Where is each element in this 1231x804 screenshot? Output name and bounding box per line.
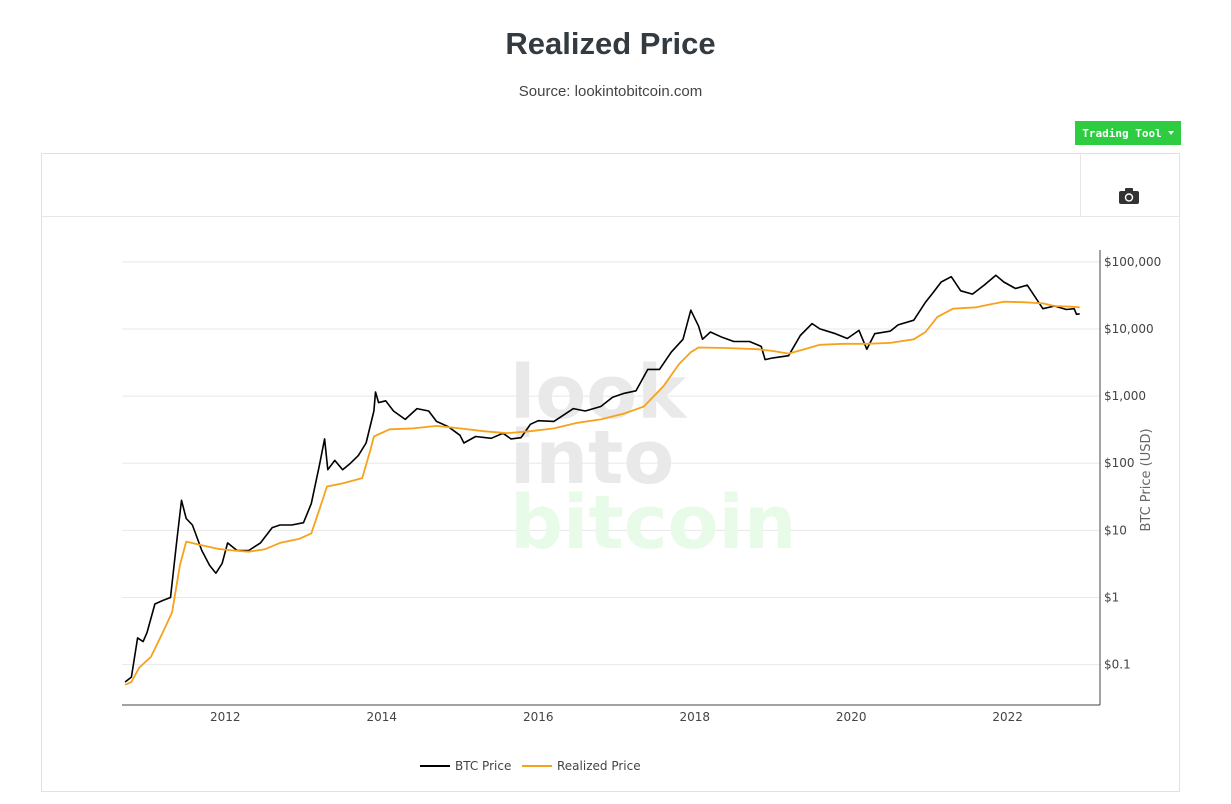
x-tick-label: 2014 [366, 710, 397, 724]
watermark-look: look [510, 350, 688, 436]
y-tick-label: $10 [1104, 523, 1127, 537]
legend-item[interactable]: Realized Price [522, 759, 641, 773]
x-tick-label: 2016 [523, 710, 554, 724]
camera-button[interactable] [1114, 184, 1144, 208]
camera-icon [1119, 188, 1139, 204]
trading-tool-label: Trading Tool [1082, 126, 1162, 140]
legend-label: BTC Price [455, 759, 511, 773]
chart-card [41, 153, 1180, 792]
watermark-bitcoin: bitcoin [510, 480, 796, 566]
y-tick-label: $1 [1104, 590, 1119, 604]
x-tick-labels: 2012 2014 2016 2018 2020 2022 [210, 710, 1023, 724]
toolbar-vertical-divider [1080, 154, 1081, 216]
trading-tool-button[interactable]: Trading Tool [1075, 121, 1181, 145]
y-tick-label: $0.1 [1104, 658, 1131, 672]
x-tick-label: 2012 [210, 710, 241, 724]
realized-price-line [124, 300, 1080, 686]
watermark-into: into [510, 415, 674, 501]
y-tick-label: $100,000 [1104, 255, 1161, 269]
y-axis-title: BTC Price (USD) [1139, 428, 1154, 531]
y-tick-label: $10,000 [1104, 322, 1154, 336]
legend-item[interactable]: BTC Price [420, 759, 511, 773]
toolbar-divider [42, 216, 1179, 217]
x-tick-label: 2020 [836, 710, 867, 724]
y-tick-labels: $0.1 $1 $10 $100 $1,000 $10,000 $100,000 [1104, 255, 1161, 672]
caret-down-icon [1167, 131, 1174, 135]
watermark: look into bitcoin [510, 350, 796, 566]
page-subtitle: Source: lookintobitcoin.com [518, 83, 703, 100]
grid-lines [122, 261, 1100, 666]
x-tick-label: 2018 [679, 710, 710, 724]
y-tick-label: $1,000 [1104, 389, 1146, 403]
legend: BTC Price Realized Price [420, 759, 641, 773]
y-tick-label: $100 [1104, 456, 1135, 470]
series-lines [124, 274, 1080, 686]
legend-label: Realized Price [557, 759, 641, 773]
page-title: Realized Price [505, 26, 716, 61]
x-tick-label: 2022 [992, 710, 1023, 724]
